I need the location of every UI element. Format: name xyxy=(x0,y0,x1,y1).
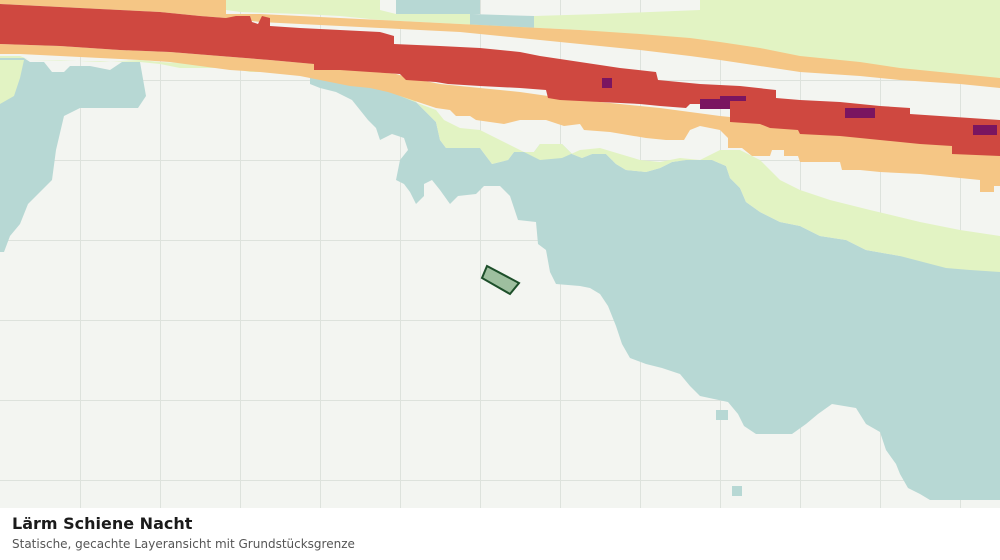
noise-zone-mid xyxy=(0,0,1000,192)
map-view[interactable] xyxy=(0,0,1000,508)
map-caption: Lärm Schiene Nacht Statische, gecachte L… xyxy=(0,508,1000,560)
layer-title: Lärm Schiene Nacht xyxy=(12,514,193,533)
noise-zone-high xyxy=(0,4,1000,156)
noise-zone-highest xyxy=(602,78,997,135)
noise-map xyxy=(0,0,1000,508)
layer-subtitle: Statische, gecachte Layeransicht mit Gru… xyxy=(12,537,355,551)
parcel-boundary[interactable] xyxy=(480,264,521,296)
